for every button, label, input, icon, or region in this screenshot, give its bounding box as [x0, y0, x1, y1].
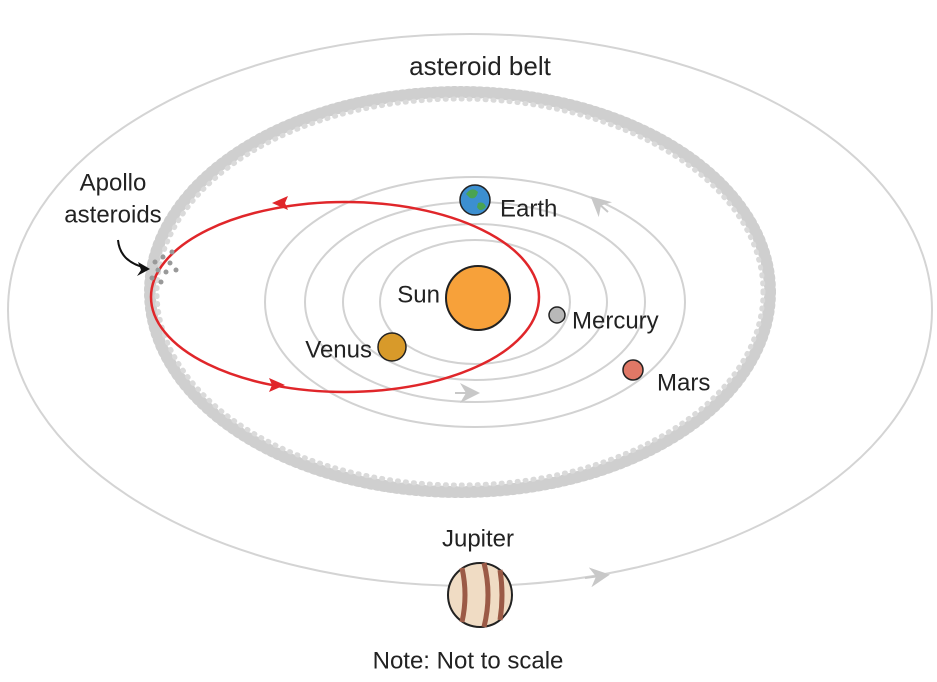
venus [378, 333, 406, 361]
apollo-label: asteroids [64, 201, 161, 228]
note: Note: Not to scale [373, 647, 564, 674]
solar-system-diagram: asteroid belt Apollo asteroids Sun Mercu… [0, 0, 937, 677]
pointer [118, 240, 146, 268]
body-label: Mercury [572, 307, 659, 334]
sun [446, 266, 510, 330]
belt-label: asteroid belt [409, 51, 551, 81]
mars [623, 360, 643, 380]
page: {"title": "asteroid belt", "apollo": {"l… [0, 0, 937, 677]
body-label: Earth [500, 195, 557, 222]
mercury [549, 307, 565, 323]
body-label: Sun [397, 281, 440, 308]
body-label: Jupiter [442, 525, 514, 552]
earth [460, 185, 490, 215]
body-label: Mars [657, 369, 710, 396]
apollo-label: Apollo [80, 169, 147, 196]
body-label: Venus [305, 336, 372, 363]
